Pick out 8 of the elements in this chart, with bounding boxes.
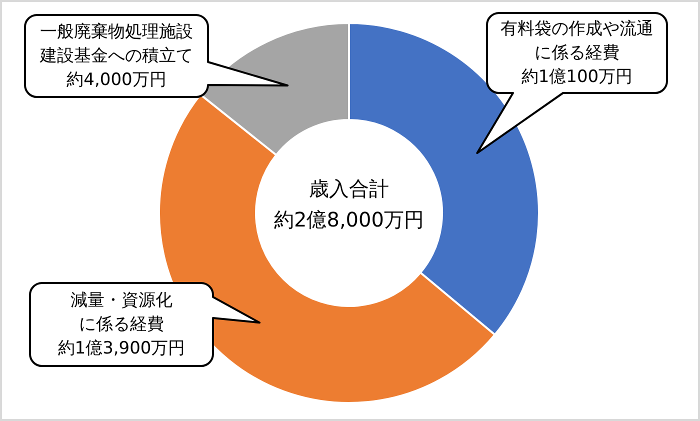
slice-label: 有料袋の作成や流通に係る経費 xyxy=(500,19,654,63)
text: 約2億8,000万円 xyxy=(274,208,424,232)
slice-label: 一般廃棄物処理施設建設基金への積立て xyxy=(39,22,193,66)
text: 歳入合計 xyxy=(309,176,389,200)
data-label: 約1億3,900万円 xyxy=(58,338,186,358)
data-label: 約1億100万円 xyxy=(521,67,633,87)
data-label: 約4,000万円 xyxy=(66,70,166,90)
slice-label: 減量・資源化に係る経費 xyxy=(70,290,172,334)
